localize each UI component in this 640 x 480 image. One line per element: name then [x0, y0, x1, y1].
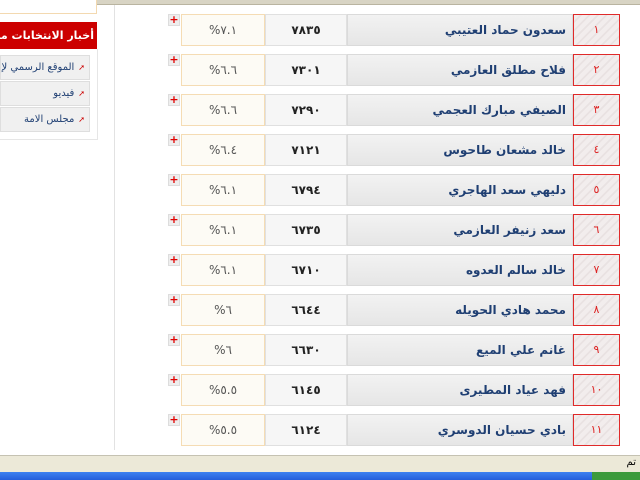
- plus-icon[interactable]: +: [168, 293, 180, 306]
- vote-count: ٦٧٩٤: [265, 174, 347, 206]
- candidate-rank: ٢: [573, 54, 620, 86]
- candidate-rank: ٦: [573, 214, 620, 246]
- plus-icon[interactable]: +: [168, 53, 180, 66]
- candidate-rank: ١: [573, 14, 620, 46]
- candidate-name: بادي حسيان الدوسري: [347, 414, 573, 446]
- candidate-name: سعد زنيفر العازمي: [347, 214, 573, 246]
- result-row: + %٦.١ ٦٧١٠ خالد سالم العدوه ٧: [168, 254, 621, 287]
- result-row: + %٦ ٦٦٣٠ غانم علي الميع ٩: [168, 334, 621, 367]
- vote-percentage: %٦: [181, 334, 265, 366]
- candidate-name: غانم علي الميع: [347, 334, 573, 366]
- vote-count: ٦٦٤٤: [265, 294, 347, 326]
- candidate-name: الصيفي مبارك العجمي: [347, 94, 573, 126]
- result-row: + %٥.٥ ٦١٢٤ بادي حسيان الدوسري ١١: [168, 414, 621, 447]
- candidate-name: دليهي سعد الهاجري: [347, 174, 573, 206]
- plus-icon[interactable]: +: [168, 373, 180, 386]
- result-row: + %٦.١ ٦٧٩٤ دليهي سعد الهاجري ٥: [168, 174, 621, 207]
- taskbar: [0, 472, 640, 480]
- link-national-assembly[interactable]: ➚مجلس الامة: [0, 107, 90, 132]
- vote-percentage: %٥.٥: [181, 414, 265, 446]
- plus-icon[interactable]: +: [168, 413, 180, 426]
- plus-icon[interactable]: +: [168, 213, 180, 226]
- vote-percentage: %٦.١: [181, 214, 265, 246]
- link-label: الموقع الرسمي لإدارة الانتخابات: [1, 62, 75, 73]
- left-panel-top-box: [0, 0, 97, 14]
- vote-percentage: %٦.٦: [181, 94, 265, 126]
- result-row: + %٥.٥ ٦١٤٥ فهد عياد المطيرى ١٠: [168, 374, 621, 407]
- arrow-icon: ➚: [78, 63, 85, 72]
- candidate-name: خالد مشعان طاحوس: [347, 134, 573, 166]
- plus-icon[interactable]: +: [168, 133, 180, 146]
- candidate-rank: ٩: [573, 334, 620, 366]
- link-video[interactable]: ➚فيديو: [0, 81, 90, 106]
- candidate-name: فلاح مطلق العازمي: [347, 54, 573, 86]
- vote-percentage: %٦.٦: [181, 54, 265, 86]
- candidate-rank: ٤: [573, 134, 620, 166]
- candidate-rank: ١٠: [573, 374, 620, 406]
- link-label: فيديو: [53, 88, 75, 99]
- vote-percentage: %٦.٤: [181, 134, 265, 166]
- election-news-header: أخبار الانتخابات من الانترنت: [0, 22, 97, 49]
- vote-count: ٦٧١٠: [265, 254, 347, 286]
- plus-icon[interactable]: +: [168, 93, 180, 106]
- result-row: + %٦ ٦٦٤٤ محمد هادي الحويله ٨: [168, 294, 621, 327]
- candidate-rank: ٣: [573, 94, 620, 126]
- status-text: تم: [626, 457, 636, 468]
- vote-percentage: %٦: [181, 294, 265, 326]
- vote-percentage: %٦.١: [181, 254, 265, 286]
- start-button[interactable]: [592, 472, 640, 480]
- link-official-site[interactable]: ➚الموقع الرسمي لإدارة الانتخابات: [0, 55, 90, 80]
- browser-top-edge: [0, 0, 640, 5]
- vote-count: ٧٢٩٠: [265, 94, 347, 126]
- vote-count: ٧٣٠١: [265, 54, 347, 86]
- candidate-name: محمد هادي الحويله: [347, 294, 573, 326]
- candidate-rank: ٧: [573, 254, 620, 286]
- result-row: + %٦.٦ ٧٣٠١ فلاح مطلق العازمي ٢: [168, 54, 621, 87]
- vote-count: ٦٧٣٥: [265, 214, 347, 246]
- vote-count: ٧٨٣٥: [265, 14, 347, 46]
- arrow-icon: ➚: [78, 89, 85, 98]
- candidate-name: سعدون حماد العتيبي: [347, 14, 573, 46]
- candidate-rank: ٨: [573, 294, 620, 326]
- vote-count: ٦٦٣٠: [265, 334, 347, 366]
- vote-percentage: %٦.١: [181, 174, 265, 206]
- result-row: + %٧.١ ٧٨٣٥ سعدون حماد العتيبي ١: [168, 14, 621, 47]
- vote-percentage: %٥.٥: [181, 374, 265, 406]
- vote-count: ٦١٤٥: [265, 374, 347, 406]
- plus-icon[interactable]: +: [168, 173, 180, 186]
- candidate-name: خالد سالم العدوه: [347, 254, 573, 286]
- result-row: + %٦.١ ٦٧٣٥ سعد زنيفر العازمي ٦: [168, 214, 621, 247]
- result-row: + %٦.٦ ٧٢٩٠ الصيفي مبارك العجمي ٣: [168, 94, 621, 127]
- vote-percentage: %٧.١: [181, 14, 265, 46]
- plus-icon[interactable]: +: [168, 333, 180, 346]
- candidate-rank: ١١: [573, 414, 620, 446]
- column-divider: [114, 5, 115, 450]
- result-row: + %٦.٤ ٧١٢١ خالد مشعان طاحوس ٤: [168, 134, 621, 167]
- arrow-icon: ➚: [78, 115, 85, 124]
- plus-icon[interactable]: +: [168, 13, 180, 26]
- link-label: مجلس الامة: [24, 114, 75, 125]
- election-news-panel: ➚الموقع الرسمي لإدارة الانتخابات ➚فيديو …: [0, 49, 98, 140]
- vote-count: ٧١٢١: [265, 134, 347, 166]
- candidate-rank: ٥: [573, 174, 620, 206]
- vote-count: ٦١٢٤: [265, 414, 347, 446]
- plus-icon[interactable]: +: [168, 253, 180, 266]
- candidate-name: فهد عياد المطيرى: [347, 374, 573, 406]
- status-bar: تم: [0, 455, 640, 473]
